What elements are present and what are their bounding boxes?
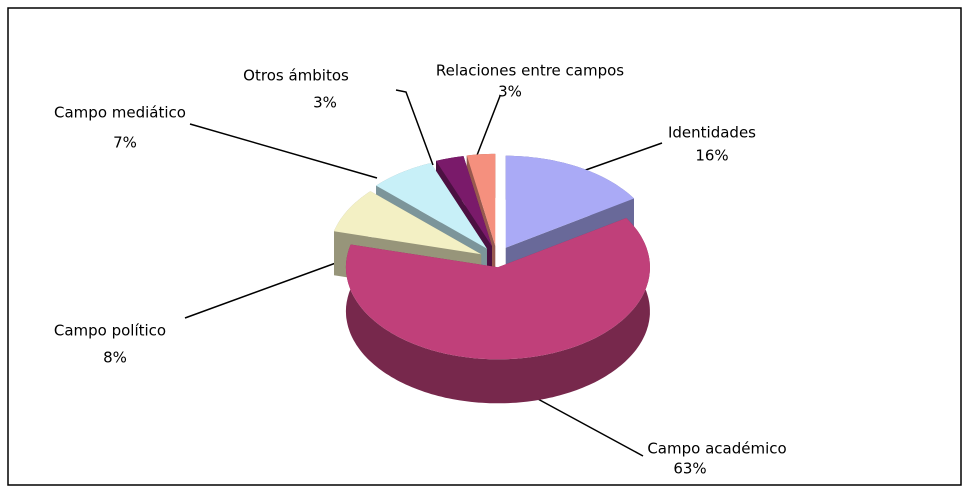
slice-label: Relaciones entre campos [436,62,624,80]
slice-label: Campo académico [647,440,786,458]
slice-label: Identidades [668,124,756,142]
pie [334,153,650,404]
slice [505,155,634,248]
slice-label: Otros ámbitos [243,67,349,85]
slice [436,156,492,247]
leader-line [184,255,356,319]
slice [345,218,650,360]
leader-line [473,95,501,164]
value-label: 3% [313,94,337,112]
leader-line [395,89,434,166]
slice [334,191,482,255]
leader-line [189,123,378,179]
slice-side [345,218,650,404]
slice [466,153,496,246]
leader-line [579,142,663,173]
slice-label: Campo mediático [54,104,186,122]
value-label: 16% [695,147,728,165]
slice-label: Campo político [54,322,166,340]
value-label: 8% [103,349,127,367]
value-label: 3% [498,83,522,101]
leader-lines [184,89,663,457]
value-label: 7% [113,134,137,152]
value-label: 63% [673,460,706,478]
leader-line [524,391,644,457]
labels: Identidades 16% Campo académico 63% Campo po… [54,62,787,478]
slice [376,163,487,249]
